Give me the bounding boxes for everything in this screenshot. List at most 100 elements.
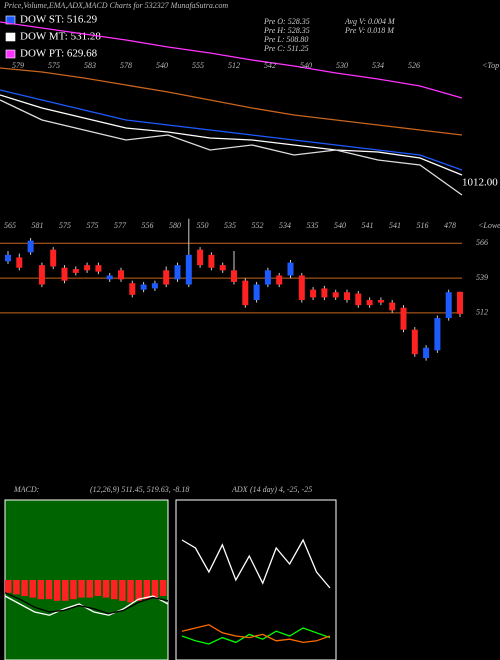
adx-title: ADX	[231, 485, 249, 494]
price-label: 556	[142, 221, 154, 230]
macd-bar	[94, 580, 102, 596]
price-label: 575	[48, 61, 60, 70]
y-tick-label: 566	[476, 238, 488, 247]
candle-body	[118, 270, 124, 280]
legend-swatch	[5, 32, 16, 42]
adx-panel	[175, 499, 337, 660]
y-tick-label: 512	[476, 308, 488, 317]
candle-body	[355, 293, 362, 306]
candle-body	[106, 275, 113, 280]
macd-bar	[5, 580, 12, 593]
candle-body	[457, 291, 463, 314]
price-label: 578	[120, 61, 132, 70]
candle-body	[321, 288, 328, 298]
price-label: 541	[389, 221, 401, 230]
macd-bar	[45, 580, 53, 600]
candle-body	[242, 280, 249, 306]
ema-line	[0, 67, 463, 136]
price-label: 575	[59, 221, 71, 230]
price-label: 580	[169, 221, 181, 230]
candle-body	[50, 249, 57, 267]
candle-body	[400, 307, 407, 330]
adx-line	[181, 627, 331, 645]
candle-body	[434, 318, 441, 351]
candle-body	[389, 302, 396, 311]
candle-body	[163, 270, 170, 285]
price-label: 534	[372, 61, 384, 70]
price-label: 577	[114, 221, 127, 230]
candle-body	[197, 249, 204, 266]
candle-body	[377, 300, 384, 303]
price-label: 540	[300, 61, 312, 70]
macd-bar	[13, 580, 20, 595]
value-label: 1012.00	[462, 177, 498, 189]
price-label: 526	[408, 61, 420, 70]
price-label: 575	[87, 221, 99, 230]
candle-body	[253, 284, 260, 300]
price-label: 530	[336, 61, 348, 70]
info-text: Pre V: 0.018 M	[344, 26, 395, 35]
y-tick-label: 539	[476, 273, 488, 282]
price-label: 535	[224, 221, 236, 230]
macd-bar	[127, 580, 134, 603]
ema-line	[0, 99, 463, 196]
candle-body	[332, 292, 339, 298]
macd-bar	[159, 580, 167, 596]
ema-line	[0, 21, 463, 99]
macd-line	[4, 595, 169, 616]
price-label: 540	[334, 221, 346, 230]
candle-body	[231, 270, 237, 282]
price-label: 555	[192, 61, 204, 70]
macd-bar	[53, 580, 61, 601]
candle-body	[276, 275, 283, 285]
macd-bar	[21, 580, 28, 596]
macd-line	[4, 592, 169, 615]
candle-body	[129, 283, 136, 295]
candle-body	[185, 254, 192, 285]
candle-body	[445, 292, 452, 319]
macd-bar	[62, 580, 69, 601]
candle-body	[84, 265, 91, 271]
candle-body	[140, 284, 147, 290]
price-label: 583	[84, 61, 96, 70]
candle-body	[208, 254, 215, 268]
candle-body	[411, 329, 418, 355]
candle-body	[366, 300, 373, 306]
candle-body	[310, 289, 317, 298]
info-text: Avg V: 0.004 M	[344, 17, 396, 26]
candle-body	[174, 265, 181, 280]
macd-bar	[78, 580, 85, 598]
macd-bar	[86, 580, 94, 598]
price-label: 581	[32, 221, 44, 230]
adx-line	[181, 538, 331, 589]
macd-bar	[119, 580, 126, 601]
price-label: 542	[264, 61, 276, 70]
price-label: 478	[444, 221, 456, 230]
macd-bar	[29, 580, 36, 598]
macd-bar	[143, 580, 151, 600]
price-label: 552	[252, 221, 264, 230]
adx-line	[181, 624, 331, 644]
price-label: 512	[228, 61, 240, 70]
chart-title: Price,Volume,EMA,ADX,MACD Charts for 532…	[3, 1, 228, 10]
info-text: Pre L: 508.80	[263, 35, 308, 44]
macd-bar	[135, 580, 142, 601]
legend-label: DOW PT: 629.68	[20, 48, 98, 60]
corner-label: <Top	[482, 61, 499, 70]
candle-body	[61, 267, 68, 281]
candle-body	[344, 292, 350, 300]
candle-body	[95, 265, 102, 272]
price-label: 516	[417, 221, 429, 230]
adx-params: (14 day) 4, -25, -25	[250, 485, 312, 494]
info-text: Pre C: 511.25	[263, 44, 309, 53]
candle-body	[298, 275, 305, 300]
price-label: 540	[156, 61, 168, 70]
candle-body	[72, 269, 79, 273]
candle-body	[151, 283, 158, 289]
legend-label: DOW ST: 516.29	[20, 14, 98, 26]
macd-bar	[102, 580, 110, 598]
legend-swatch	[5, 49, 16, 59]
macd-title: MACD:	[13, 485, 40, 494]
legend-label: DOW MT: 531.28	[20, 31, 101, 43]
